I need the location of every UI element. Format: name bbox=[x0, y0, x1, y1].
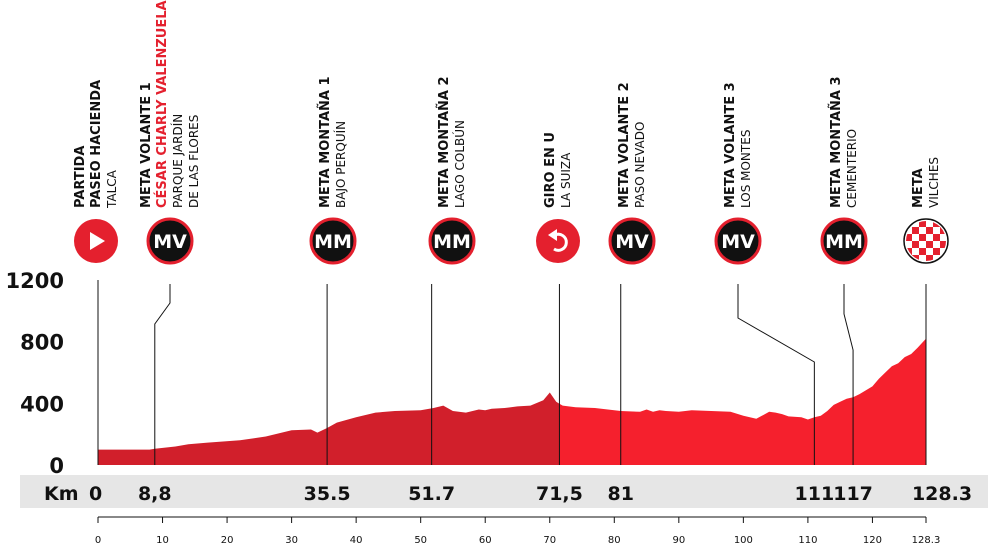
waypoint-label-line: LOS MONTES bbox=[739, 130, 753, 208]
km-band-label: 0 bbox=[89, 483, 102, 505]
badge-text: MV bbox=[615, 231, 649, 253]
x-tick-label: 100 bbox=[734, 535, 753, 546]
waypoint-badge-finish bbox=[903, 218, 949, 264]
profile-area-return bbox=[559, 338, 926, 465]
waypoint-label-group: META MONTAÑA 1 BAJO PERQUÍN bbox=[317, 76, 348, 208]
badge-circle bbox=[428, 217, 476, 265]
waypoint-label-line: PASO NEVADO bbox=[633, 122, 647, 208]
badge-text: MM bbox=[433, 231, 471, 253]
waypoint-label-line: META MONTAÑA 3 bbox=[828, 76, 844, 208]
x-tick-label: 10 bbox=[156, 535, 169, 546]
x-tick-label: 70 bbox=[543, 535, 556, 546]
waypoint-label-group: GIRO EN U LA SUIZA bbox=[543, 132, 573, 208]
profile-layer bbox=[98, 338, 926, 465]
checkered-flag-icon bbox=[906, 221, 946, 261]
uturn-badge-circle bbox=[536, 219, 580, 263]
y-tick-label: 800 bbox=[20, 331, 64, 355]
x-tick-label: 128.3 bbox=[912, 535, 941, 546]
waypoint-label-group: META VOLANTE 2 PASO NEVADO bbox=[617, 82, 647, 208]
waypoint-label-line: DE LAS FLORES bbox=[187, 115, 201, 208]
waypoint-label-line: LAGO COLBÚN bbox=[452, 120, 467, 208]
x-tick-label: 60 bbox=[479, 535, 492, 546]
y-axis: 1200 800 400 0 bbox=[6, 269, 99, 478]
waypoint-labels: PARTIDA PASEO HACIENDA TALCA META VOLANTE 1… bbox=[73, 0, 941, 209]
km-band: Km 0 8,8 35.5 51.7 71,5 81 111 117 128.3 bbox=[20, 475, 988, 508]
waypoint-label-line: META VOLANTE 1 bbox=[139, 82, 154, 208]
km-band-title: Km bbox=[44, 483, 79, 505]
km-band-label: 111 bbox=[795, 483, 835, 505]
x-tick-label: 20 bbox=[221, 535, 234, 546]
waypoint-badge-mv: MV bbox=[146, 217, 194, 265]
km-band-label: 81 bbox=[608, 483, 634, 505]
y-tick-label: 400 bbox=[20, 392, 64, 416]
waypoint-badge-mv: MV bbox=[608, 217, 656, 265]
waypoint-badge-start bbox=[74, 219, 118, 263]
waypoint-label-line: PARQUE JARDÍN bbox=[170, 114, 185, 208]
waypoint-connector bbox=[154, 284, 171, 465]
km-band-label: 35.5 bbox=[304, 483, 351, 505]
waypoint-connector bbox=[737, 284, 815, 465]
waypoint-label-line: META VOLANTE 3 bbox=[723, 82, 738, 208]
badge-text: MV bbox=[721, 231, 755, 253]
x-tick-label: 90 bbox=[672, 535, 685, 546]
waypoint-badge-mm: MM bbox=[820, 217, 868, 265]
uturn-arrowhead-icon bbox=[548, 229, 557, 241]
waypoint-badge-uturn bbox=[536, 219, 580, 263]
badge-circle bbox=[714, 217, 762, 265]
badge-text: MM bbox=[825, 231, 863, 253]
waypoint-label-line: CEMENTERIO bbox=[845, 129, 859, 208]
waypoint-label-group: META VOLANTE 1 CÉSAR CHARLY VALENZUELA PAR… bbox=[139, 0, 201, 208]
km-band-label: 51.7 bbox=[408, 483, 455, 505]
badge-circle bbox=[309, 217, 357, 265]
waypoint-label-line: VILCHES bbox=[927, 157, 941, 208]
km-band-label: 71,5 bbox=[536, 483, 583, 505]
connector-layer bbox=[97, 284, 927, 465]
x-tick-label: 30 bbox=[285, 535, 298, 546]
km-band-label: 128.3 bbox=[912, 483, 972, 505]
profile-area-outbound bbox=[98, 392, 560, 465]
badge-circle bbox=[820, 217, 868, 265]
waypoint-badges: MV MM MM MV MV MM bbox=[74, 217, 949, 265]
uturn-icon bbox=[553, 232, 568, 252]
km-band-label: 117 bbox=[833, 483, 873, 505]
x-tick-label: 120 bbox=[863, 535, 882, 546]
badge-circle bbox=[608, 217, 656, 265]
y-tick-label: 0 bbox=[49, 454, 64, 478]
x-tick-label: 0 bbox=[95, 535, 101, 546]
play-icon bbox=[90, 232, 105, 250]
km-band-label: 8,8 bbox=[138, 483, 172, 505]
badge-text: MM bbox=[314, 231, 352, 253]
waypoint-badge-mm: MM bbox=[309, 217, 357, 265]
waypoint-label-line: GIRO EN U bbox=[543, 132, 558, 208]
waypoint-label-line: META VOLANTE 2 bbox=[617, 82, 632, 208]
waypoint-label-line: META MONTAÑA 2 bbox=[436, 76, 452, 208]
waypoint-badge-mv: MV bbox=[714, 217, 762, 265]
waypoint-label-group: PARTIDA PASEO HACIENDA TALCA bbox=[73, 80, 119, 209]
y-tick-label: 1200 bbox=[6, 269, 64, 293]
waypoint-label-line: BAJO PERQUÍN bbox=[333, 121, 348, 208]
x-tick-label: 40 bbox=[350, 535, 363, 546]
waypoint-label-group: META MONTAÑA 2 LAGO COLBÚN bbox=[436, 76, 467, 208]
x-tick-label: 110 bbox=[798, 535, 817, 546]
waypoint-badge-mm: MM bbox=[428, 217, 476, 265]
waypoint-label-group: META VOLANTE 3 LOS MONTES bbox=[723, 82, 753, 208]
x-tick-label: 50 bbox=[414, 535, 427, 546]
waypoint-label-line: META MONTAÑA 1 bbox=[317, 76, 333, 208]
km-band-background bbox=[20, 475, 988, 508]
x-axis: 0 10 20 30 40 50 60 70 80 90 100 110 120 128.3 bbox=[95, 516, 941, 546]
waypoint-label-line: CÉSAR CHARLY VALENZUELA bbox=[154, 0, 170, 208]
waypoint-label-line: LA SUIZA bbox=[559, 152, 573, 208]
x-tick-label: 80 bbox=[608, 535, 621, 546]
waypoint-label-line: TALCA bbox=[105, 169, 119, 209]
waypoint-label-line: PASEO HACIENDA bbox=[89, 80, 104, 208]
waypoint-label-line: META bbox=[911, 168, 926, 208]
badge-text: MV bbox=[153, 231, 187, 253]
waypoint-connector bbox=[843, 284, 854, 465]
waypoint-label-line: PARTIDA bbox=[73, 146, 88, 208]
waypoint-label-group: META VILCHES bbox=[911, 157, 941, 208]
badge-circle bbox=[146, 217, 194, 265]
waypoint-label-group: META MONTAÑA 3 CEMENTERIO bbox=[828, 76, 859, 208]
